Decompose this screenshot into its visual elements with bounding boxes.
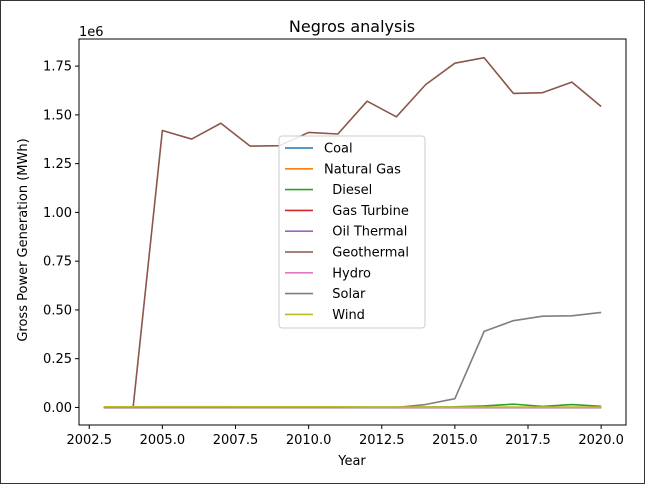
legend-label: Hydro (324, 266, 371, 281)
y-axis-label: Gross Power Generation (MWh) (16, 138, 31, 341)
legend-label: Coal (324, 142, 353, 157)
y-tick-label: 0.75 (43, 255, 72, 270)
legend-label: Natural Gas (324, 162, 401, 177)
y-offset-label: 1e6 (79, 25, 104, 40)
chart-title: Negros analysis (289, 17, 415, 36)
y-tick-label: 1.75 (43, 60, 72, 75)
legend: Coal Natural Gas Diesel Gas Turbine Oil T… (279, 136, 425, 328)
x-tick-label: 2002.5 (66, 433, 112, 448)
y-tick-label: 1.00 (43, 206, 72, 221)
y-tick-label: 0.25 (43, 352, 72, 367)
y-tick-label: 1.25 (43, 157, 72, 172)
x-tick-label: 2015.0 (432, 433, 478, 448)
legend-label: Gas Turbine (324, 204, 409, 219)
legend-label: Oil Thermal (324, 225, 407, 240)
x-tick-label: 2020.0 (578, 433, 624, 448)
x-axis-label: Year (337, 454, 366, 469)
legend-label: Diesel (324, 183, 372, 198)
x-tick-label: 2005.0 (140, 433, 186, 448)
legend-label: Geothermal (324, 246, 409, 261)
x-tick-label: 2017.5 (505, 433, 551, 448)
legend-label: Wind (324, 308, 365, 323)
legend-label: Solar (324, 287, 366, 302)
x-tick-label: 2007.5 (213, 433, 259, 448)
y-tick-label: 0.00 (43, 401, 72, 416)
y-tick-label: 1.50 (43, 108, 72, 123)
y-tick-label: 0.50 (43, 303, 72, 318)
x-tick-label: 2012.5 (359, 433, 405, 448)
x-tick-label: 2010.0 (286, 433, 332, 448)
